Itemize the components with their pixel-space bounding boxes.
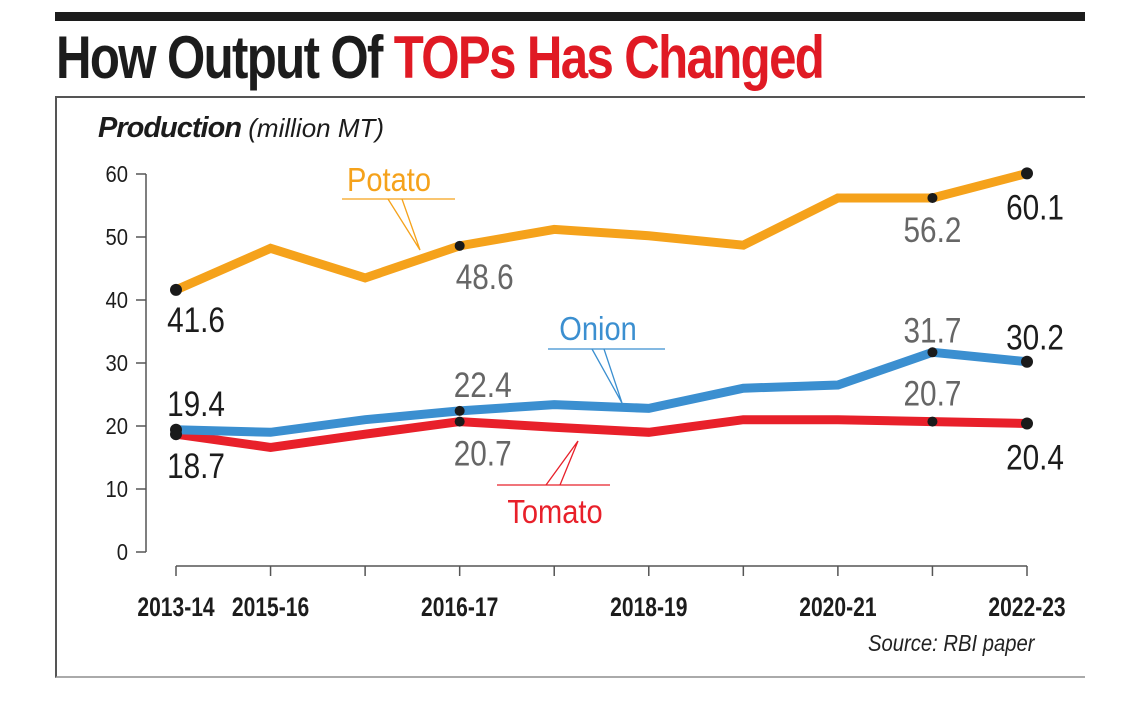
headline-part-2: TOPs Has Changed (393, 24, 825, 91)
legend-leader-potato (387, 198, 421, 251)
data-point-marker (454, 405, 465, 416)
y-tick-label: 50 (105, 224, 128, 251)
x-tick-label: 2022-23 (988, 593, 1065, 623)
y-tick-label: 10 (105, 476, 128, 503)
subtitle-measure: Production (98, 112, 242, 144)
data-label: 19.4 (167, 385, 225, 424)
subtitle-unit: (million MT) (241, 113, 385, 143)
data-point-marker (1021, 167, 1033, 180)
data-label: 20.7 (904, 374, 962, 413)
y-tick-label: 20 (105, 413, 128, 440)
x-tick-label: 2015-16 (232, 593, 309, 623)
data-point-marker (927, 347, 938, 358)
data-label: 48.6 (456, 258, 514, 297)
data-label: 20.4 (1006, 438, 1064, 477)
data-point-marker (454, 240, 465, 251)
data-label: 20.7 (454, 434, 512, 473)
chart-frame (55, 96, 1085, 678)
data-point-marker (927, 192, 938, 203)
data-point-marker (927, 416, 938, 427)
data-point-marker (1021, 355, 1033, 368)
x-tick-label: 2018-19 (610, 593, 687, 623)
x-tick-label: 2020-21 (799, 593, 876, 623)
data-point-marker (454, 416, 465, 427)
x-tick-label: 2013-14 (137, 593, 215, 623)
headline: How Output Of TOPs Has Changed (56, 22, 825, 94)
data-point-marker (170, 428, 182, 441)
y-tick-label: 40 (105, 287, 128, 314)
data-label: 41.6 (167, 301, 225, 340)
legend-label-potato: Potato (347, 161, 431, 198)
series-line-onion (175, 347, 1028, 437)
chart-subtitle: Production (million MT) (98, 112, 384, 145)
x-tick-label: 2016-17 (421, 593, 498, 623)
data-label: 22.4 (454, 366, 512, 405)
data-label: 31.7 (904, 311, 962, 350)
source-note: Source: RBI paper (868, 630, 1035, 656)
series-line-tomato (175, 415, 1028, 452)
series-line-potato (174, 169, 1029, 295)
legend-label-tomato: Tomato (507, 493, 602, 530)
y-tick-label: 30 (105, 350, 128, 377)
legend-label-onion: Onion (559, 310, 636, 347)
data-label: 18.7 (167, 447, 225, 486)
headline-part-1: How Output Of (56, 24, 394, 91)
data-label: 56.2 (904, 211, 962, 250)
legend-leader-tomato (545, 440, 579, 486)
data-label: 30.2 (1006, 318, 1064, 357)
data-label: 60.1 (1006, 188, 1064, 227)
legend-leader-onion (591, 348, 623, 404)
y-tick-label: 60 (105, 161, 128, 188)
top-rule (55, 12, 1085, 21)
y-tick-label: 0 (117, 539, 128, 566)
data-point-marker (1021, 417, 1033, 430)
data-point-marker (170, 283, 182, 296)
